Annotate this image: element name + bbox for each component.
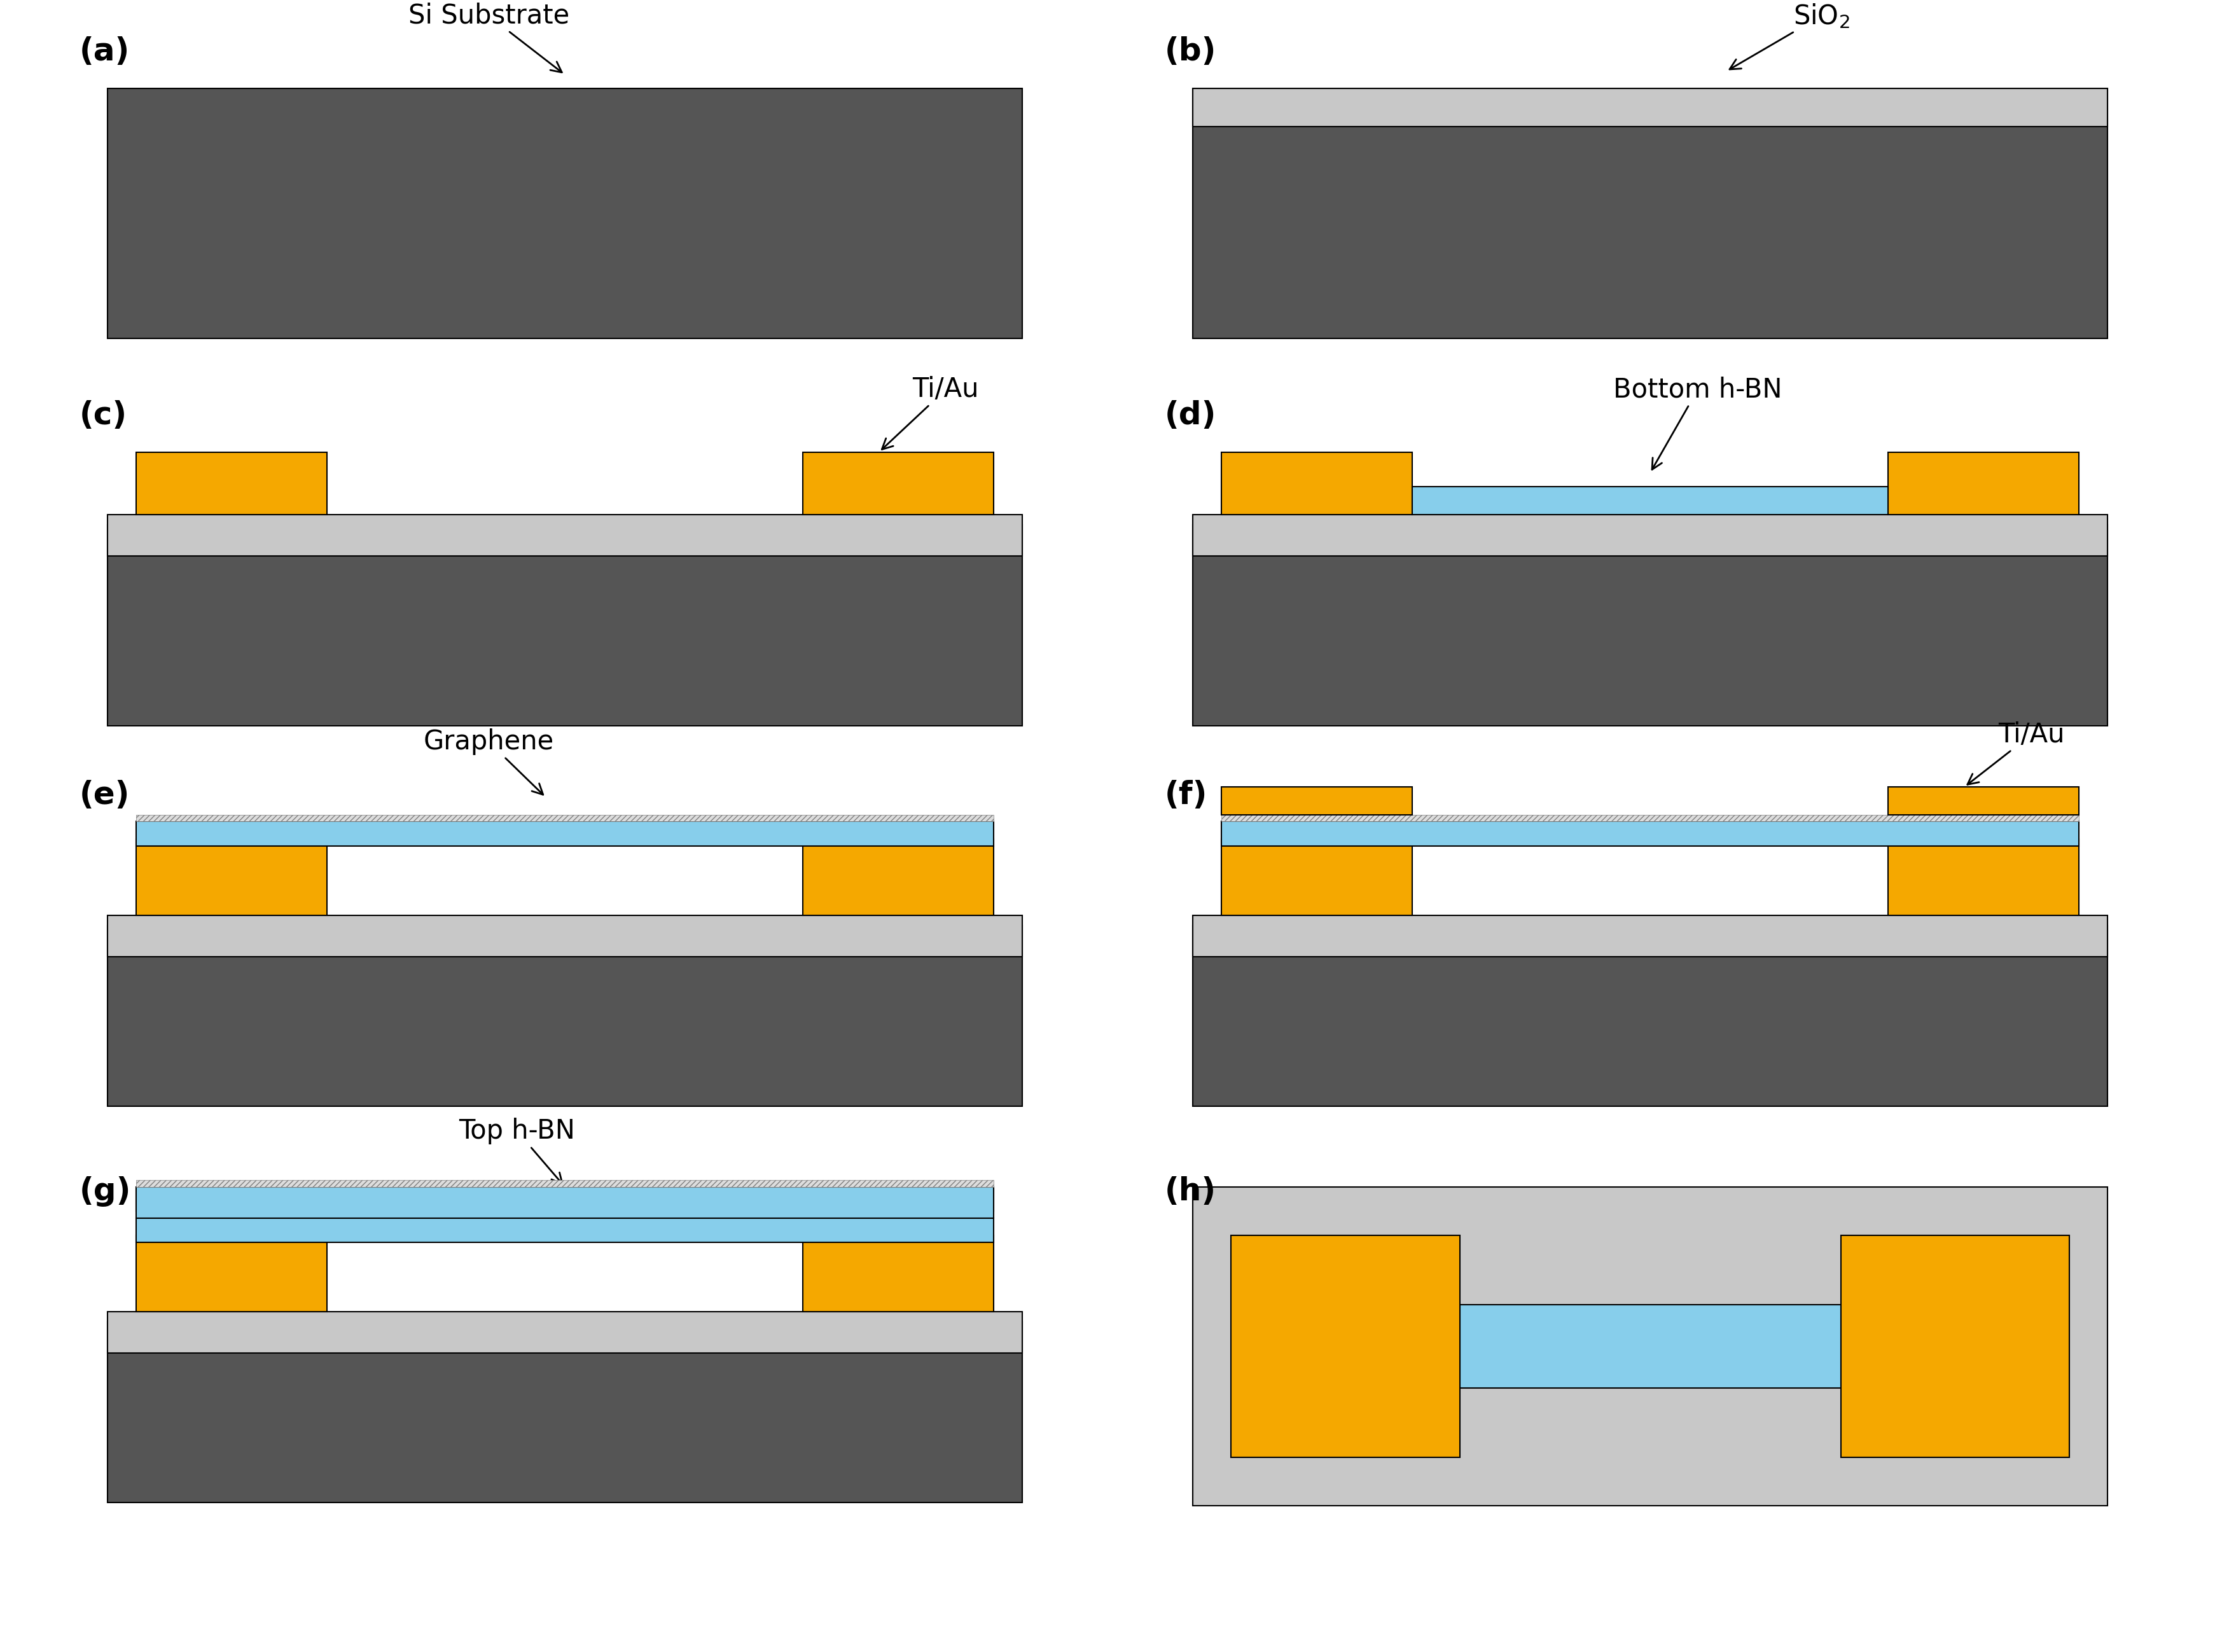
Bar [802, 1236, 992, 1312]
Bar [1194, 89, 2106, 339]
Bar [137, 1180, 995, 1186]
Text: SiO$_2$: SiO$_2$ [1730, 2, 1850, 69]
Text: Ti/Au: Ti/Au [1967, 722, 2064, 785]
Bar [802, 453, 992, 514]
Bar [1887, 453, 2078, 514]
Bar [1887, 839, 2078, 915]
Bar [137, 839, 328, 915]
Bar [1223, 453, 1413, 514]
Bar [137, 821, 995, 846]
Bar [1194, 89, 2106, 127]
Bar [137, 453, 328, 514]
Bar [109, 514, 1021, 557]
Text: (d): (d) [1165, 400, 1216, 431]
Bar [1223, 839, 1413, 915]
Bar [1232, 1236, 1460, 1457]
Bar [137, 1236, 328, 1312]
Text: (e): (e) [80, 780, 128, 811]
Text: (h): (h) [1165, 1176, 1216, 1208]
Bar [1460, 1305, 1841, 1388]
Text: (c): (c) [80, 400, 126, 431]
Bar [802, 839, 992, 915]
Bar [109, 915, 1021, 957]
Bar [1194, 925, 2106, 1107]
Text: Top h-BN: Top h-BN [459, 1118, 576, 1184]
Bar [802, 1186, 992, 1211]
Bar [1841, 1236, 2069, 1457]
Bar [1194, 915, 2106, 957]
Bar [109, 525, 1021, 727]
Bar [1194, 525, 2106, 727]
Text: (g): (g) [80, 1176, 131, 1208]
Text: (a): (a) [80, 36, 128, 68]
Text: Graphene: Graphene [423, 729, 554, 795]
Bar [1223, 814, 2078, 821]
Bar [137, 1218, 995, 1242]
Bar [1887, 786, 2078, 814]
Bar [137, 1186, 995, 1218]
Bar [137, 1186, 328, 1211]
Bar [1413, 487, 1887, 514]
Bar [1194, 514, 2106, 557]
Bar [109, 1322, 1021, 1503]
Text: (b): (b) [1165, 36, 1216, 68]
Bar [109, 925, 1021, 1107]
Bar [1223, 821, 2078, 846]
Bar [137, 1211, 995, 1218]
Text: Si Substrate: Si Substrate [408, 2, 569, 73]
Text: Ti/Au: Ti/Au [882, 377, 979, 449]
Bar [109, 1312, 1021, 1353]
Bar [109, 89, 1021, 339]
Bar [137, 814, 995, 821]
Bar [1223, 786, 1413, 814]
Text: (f): (f) [1165, 780, 1207, 811]
Text: Bottom h-BN: Bottom h-BN [1613, 377, 1783, 469]
